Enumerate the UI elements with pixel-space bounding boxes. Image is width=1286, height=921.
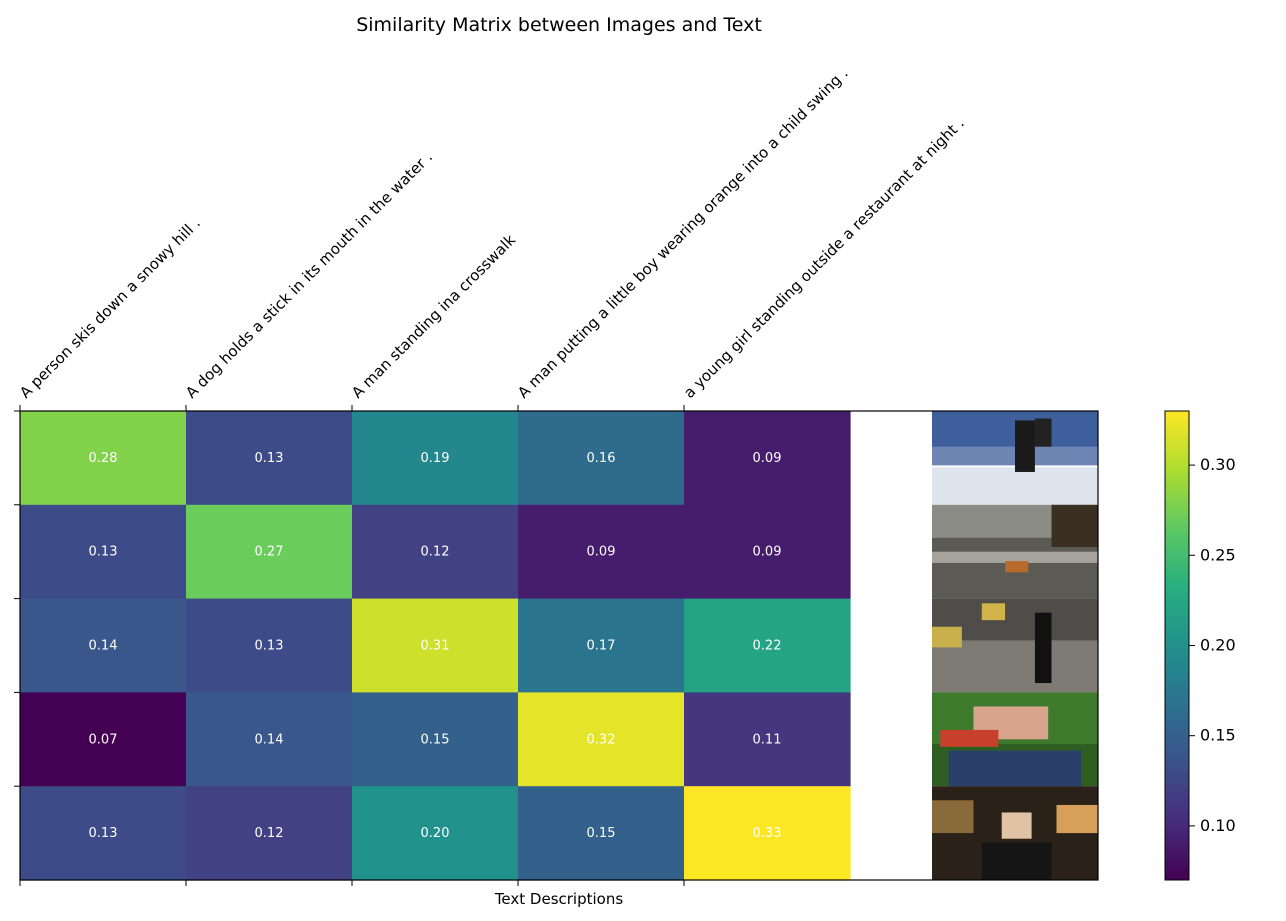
heatmap-cell	[352, 411, 519, 506]
heatmap-cell	[684, 598, 851, 693]
cell-value-label: 0.11	[753, 732, 782, 747]
heatmap-cell	[684, 411, 851, 506]
x-tick-label: A person skis down a snowy hill .	[16, 214, 204, 402]
heatmap-cell	[518, 411, 685, 506]
axis-ticks	[14, 405, 685, 886]
heatmap-cells	[20, 411, 851, 881]
image-thumbnails	[932, 411, 1098, 880]
colorbar-tick-label: 0.30	[1200, 455, 1236, 474]
heatmap-cell	[518, 786, 685, 881]
cell-value-label: 0.32	[587, 732, 616, 747]
heatmap-cell	[684, 692, 851, 787]
cell-value-label: 0.13	[89, 545, 118, 560]
cell-value-label: 0.09	[753, 451, 782, 466]
image-thumbnail	[932, 692, 1098, 787]
cell-value-label: 0.14	[89, 639, 118, 654]
image-thumbnail	[932, 598, 1098, 693]
colorbar: 0.10 0.15 0.20 0.25 0.30	[1164, 410, 1236, 881]
heatmap-cell	[20, 598, 187, 693]
heatmap-cell	[352, 786, 519, 881]
cell-value-label: 0.31	[421, 639, 450, 654]
cell-value-label: 0.22	[753, 639, 782, 654]
colorbar-tick-label: 0.10	[1200, 816, 1236, 835]
colorbar-ticks: 0.10 0.15 0.20 0.25 0.30	[1189, 455, 1236, 835]
heatmap-cell	[186, 411, 353, 506]
heatmap-cell	[518, 504, 685, 600]
image-thumbnail	[932, 786, 1098, 880]
cell-value-label: 0.16	[587, 451, 616, 466]
cell-value-label: 0.15	[587, 826, 616, 841]
heatmap-cell	[684, 504, 851, 600]
colorbar-tick-label: 0.20	[1200, 636, 1236, 655]
heatmap-cell	[20, 504, 187, 600]
cell-value-label: 0.28	[89, 451, 118, 466]
cell-value-label: 0.13	[255, 451, 284, 466]
cell-value-label: 0.12	[421, 545, 450, 560]
cell-value-label: 0.17	[587, 639, 616, 654]
cell-value-label: 0.09	[587, 545, 616, 560]
heatmap-cell	[20, 692, 187, 787]
heatmap-cell	[352, 598, 519, 693]
heatmap-cell	[186, 504, 353, 600]
x-tick-label: A man putting a little boy wearing orang…	[514, 64, 852, 402]
cell-value-label: 0.20	[421, 826, 450, 841]
image-thumbnail	[932, 504, 1098, 599]
heatmap-cell	[186, 692, 353, 787]
chart-title: Similarity Matrix between Images and Tex…	[356, 14, 762, 36]
heatmap-cell	[20, 411, 187, 506]
heatmap-cell	[518, 598, 685, 693]
heatmap-cell	[20, 786, 187, 881]
cell-value-label: 0.14	[255, 732, 284, 747]
colorbar-gradient	[1165, 411, 1189, 880]
cell-value-label: 0.27	[255, 545, 284, 560]
x-tick-labels: A person skis down a snowy hill .A dog h…	[16, 64, 968, 402]
heatmap-cell	[186, 598, 353, 693]
heatmap-cell	[186, 786, 353, 881]
heatmap-cell	[684, 786, 851, 881]
cell-value-label: 0.13	[89, 826, 118, 841]
plot-frame	[19, 410, 1099, 881]
x-axis-label: Text Descriptions	[494, 890, 624, 908]
colorbar-tick-label: 0.15	[1200, 726, 1236, 745]
cell-value-label: 0.13	[255, 639, 284, 654]
image-thumbnail	[932, 411, 1098, 505]
x-tick-label: A man standing ina crosswalk	[348, 231, 519, 402]
heatmap-cell-labels: 0.28 0.13 0.19 0.16 0.09 0.13 0.27 0.12 0.09 0.09…	[89, 451, 782, 841]
heatmap-cell	[352, 504, 519, 600]
cell-value-label: 0.33	[753, 826, 782, 841]
cell-value-label: 0.19	[421, 451, 450, 466]
cell-value-label: 0.07	[89, 732, 118, 747]
x-tick-label: a young girl standing outside a restaura…	[680, 114, 968, 402]
heatmap-cell	[518, 692, 685, 787]
cell-value-label: 0.15	[421, 732, 450, 747]
cell-value-label: 0.09	[753, 545, 782, 560]
colorbar-tick-label: 0.25	[1200, 545, 1236, 564]
cell-value-label: 0.12	[255, 826, 284, 841]
heatmap-cell	[352, 692, 519, 787]
